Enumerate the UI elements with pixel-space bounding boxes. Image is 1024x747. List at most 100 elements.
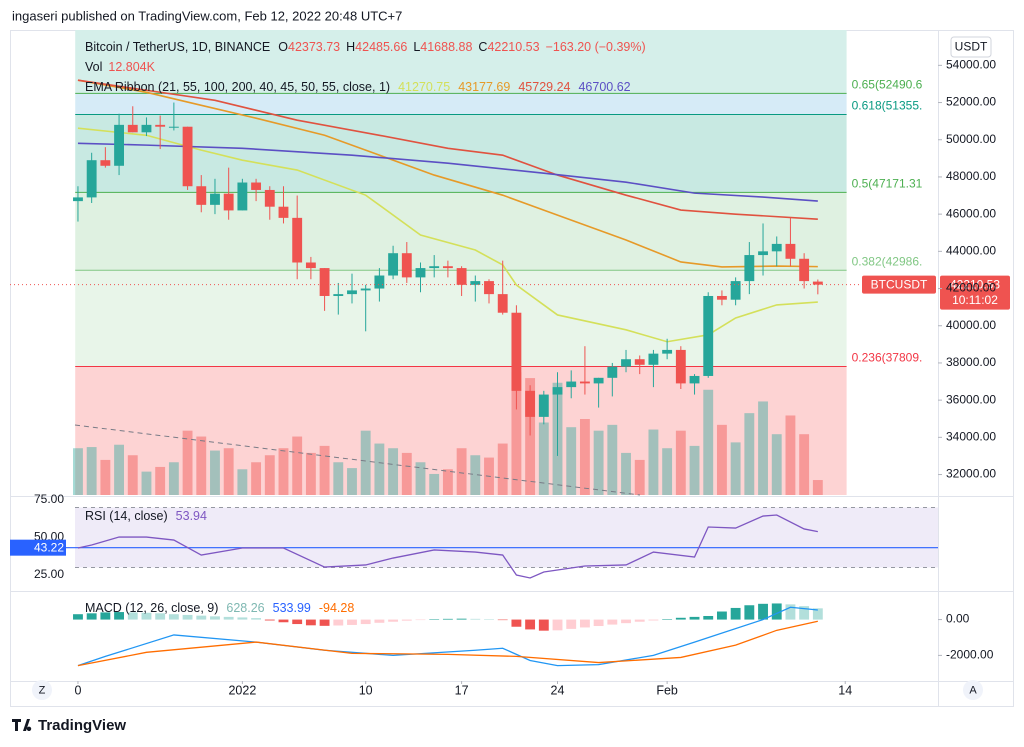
rsi-value: 53.94 bbox=[176, 509, 207, 523]
open-value: 42373.73 bbox=[288, 40, 340, 54]
macd-histogram-bar bbox=[100, 612, 111, 620]
macd-histogram-bar bbox=[388, 619, 399, 622]
ema-line bbox=[77, 142, 818, 202]
volume-bar bbox=[319, 445, 330, 495]
volume-bar bbox=[675, 430, 686, 495]
toolbar-label[interactable]: Z bbox=[39, 684, 46, 696]
macd-histogram-bar bbox=[319, 619, 330, 626]
candle-body bbox=[662, 349, 673, 354]
volume-bar bbox=[621, 452, 631, 495]
fib-label: 0.65(52490.6 bbox=[852, 78, 923, 92]
macd-histogram-bar bbox=[579, 619, 590, 628]
candle-body bbox=[182, 126, 193, 187]
macd-histogram-bar bbox=[497, 619, 508, 621]
macd-histogram-bar bbox=[333, 619, 344, 626]
candle-body bbox=[374, 275, 385, 289]
y-tick-label: 34000.00 bbox=[946, 430, 996, 444]
macd-histogram-bar bbox=[511, 619, 522, 627]
candle-body bbox=[237, 182, 248, 211]
fib-zone bbox=[75, 30, 847, 94]
toolbar-label[interactable]: A bbox=[969, 684, 977, 696]
candle-body bbox=[73, 197, 83, 202]
macd-histogram-bar bbox=[552, 619, 563, 631]
ema-value: 46700.62 bbox=[578, 80, 630, 94]
toolbar-button[interactable] bbox=[32, 680, 52, 700]
y-tick-label: 48000.00 bbox=[946, 169, 996, 183]
ema-title: EMA Ribbon (21, 55, 100, 200, 40, 45, 50… bbox=[85, 80, 390, 94]
volume-bar bbox=[388, 448, 399, 495]
volume-bar bbox=[196, 436, 207, 495]
currency[interactable]: USDT bbox=[955, 40, 988, 54]
candle-body bbox=[319, 268, 330, 296]
toolbar-button[interactable] bbox=[963, 680, 983, 700]
candle-body bbox=[607, 366, 618, 378]
volume-name: Vol bbox=[85, 60, 102, 74]
candle-body bbox=[210, 193, 220, 205]
macd-histogram-bar bbox=[264, 619, 275, 621]
macd-histogram-bar bbox=[292, 619, 303, 625]
volume-bar bbox=[716, 424, 727, 495]
volume-bar bbox=[333, 462, 344, 495]
volume-bar bbox=[442, 469, 453, 495]
macd-histogram-bar bbox=[648, 619, 659, 621]
volume-bar bbox=[264, 455, 275, 495]
candle-body bbox=[114, 124, 124, 166]
volume-bar bbox=[730, 442, 741, 495]
volume-bar bbox=[758, 401, 768, 495]
candle-body bbox=[347, 290, 357, 295]
fib-zone bbox=[75, 93, 847, 115]
volume-bar bbox=[374, 443, 385, 495]
candle-body bbox=[730, 281, 741, 300]
rsi-line bbox=[77, 514, 818, 579]
macd-histogram-bar bbox=[799, 606, 810, 620]
macd-histogram-bar bbox=[251, 618, 262, 620]
candle-body bbox=[127, 124, 138, 133]
currency-box[interactable] bbox=[950, 36, 992, 58]
x-tick-label: 0 bbox=[74, 683, 81, 697]
macd-histogram-bar bbox=[689, 616, 700, 620]
macd-histogram-bar bbox=[127, 612, 138, 620]
macd-histogram-bar bbox=[703, 615, 714, 620]
symbol-tag-label: BTCUSDT bbox=[871, 277, 928, 291]
volume-bar bbox=[278, 448, 289, 495]
candle-body bbox=[812, 281, 823, 285]
volume-bar bbox=[86, 447, 97, 495]
macd-histogram-bar bbox=[401, 619, 412, 621]
macd-histogram-bar bbox=[114, 612, 124, 620]
legend-macd: MACD (12, 26, close, 9) 628.26 533.99 -94.2… bbox=[85, 601, 354, 615]
ema-value: 41270.75 bbox=[398, 80, 450, 94]
candle-body bbox=[675, 349, 686, 384]
x-tick-label: 24 bbox=[551, 683, 565, 697]
volume-bar bbox=[812, 480, 823, 495]
countdown: 10:11:02 bbox=[952, 293, 998, 307]
low-value: 41688.88 bbox=[420, 40, 472, 54]
volume-bar bbox=[799, 434, 810, 495]
y-tick-label: 42000.00 bbox=[946, 281, 996, 295]
volume-bar bbox=[141, 471, 152, 495]
trend-line bbox=[74, 424, 641, 496]
volume-bar bbox=[114, 444, 124, 495]
macd-histogram-bar bbox=[758, 603, 768, 620]
candle-body bbox=[292, 217, 303, 263]
candle-body bbox=[799, 258, 810, 282]
candle-body bbox=[771, 243, 782, 252]
y-tick-label: 46000.00 bbox=[946, 206, 996, 220]
macd-histogram-bar bbox=[662, 619, 673, 620]
axes: BTCUSDT 42210.53 10:11:02 32000.00 34000.00 3… bbox=[10, 30, 1014, 706]
volume-bar bbox=[100, 459, 111, 495]
macd-value: 533.99 bbox=[273, 601, 311, 615]
macd-histogram-bar bbox=[360, 619, 371, 625]
candle-body bbox=[552, 387, 563, 395]
candle-body bbox=[456, 268, 467, 285]
rsi-band bbox=[75, 507, 938, 568]
volume-bar bbox=[566, 427, 577, 495]
candle-body bbox=[278, 206, 289, 218]
macd-title: MACD (12, 26, close, 9) bbox=[85, 601, 218, 615]
macd-histogram-bar bbox=[744, 605, 755, 620]
x-tick-label: Feb bbox=[656, 683, 678, 697]
volume-bar bbox=[497, 443, 508, 495]
y-tick-label: 38000.00 bbox=[946, 355, 996, 369]
volume-bar bbox=[237, 469, 248, 495]
y-tick-label: 25.00 bbox=[34, 567, 64, 581]
volume-bar bbox=[593, 430, 604, 495]
